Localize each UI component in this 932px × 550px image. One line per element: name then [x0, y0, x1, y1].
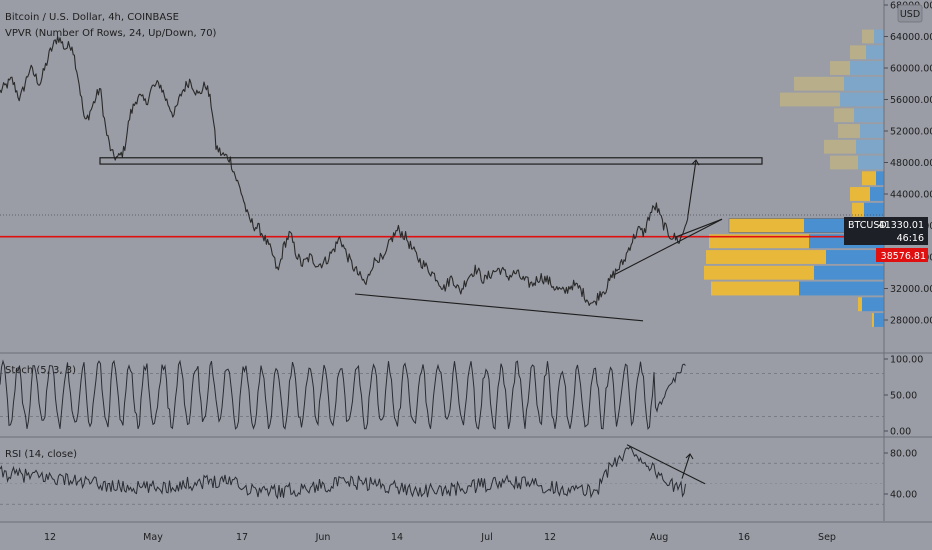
time-axis[interactable]: 12 May 17 Jun 14 Jul 12 Aug 16 Sep	[44, 532, 836, 543]
rsi-axis-tick-label: 80.00	[890, 449, 917, 460]
volume-profile-up-bar	[850, 61, 884, 75]
projection-arrow-head	[691, 159, 700, 166]
stoch-panel[interactable]	[0, 359, 686, 431]
price-axis-tick-label: 28000.00	[890, 316, 932, 327]
symbol-title: Bitcoin / U.S. Dollar, 4h, COINBASE	[5, 12, 179, 23]
volume-profile-down-bar	[830, 155, 858, 170]
volume-profile-up-bar	[866, 45, 884, 60]
volume-profile-down-bar	[850, 45, 866, 60]
volume-profile-up-bar	[826, 250, 884, 264]
volume-profile-up-bar	[840, 92, 884, 107]
last-price-tag-bg	[844, 217, 928, 245]
volume-profile-down-bar	[872, 313, 874, 327]
volume-profile-down-bar	[711, 281, 799, 296]
rsi-axis-tick-label: 40.00	[890, 490, 917, 501]
price-axis-tick-label: 32000.00	[890, 284, 932, 295]
grid-lines	[0, 352, 932, 523]
volume-profile-up-bar	[799, 281, 884, 296]
rsi-arrow-line[interactable]	[681, 453, 691, 479]
time-axis-tick-label: May	[143, 532, 163, 543]
currency-badge-frame	[897, 4, 923, 23]
price-trendline[interactable]	[354, 293, 644, 322]
resistance-zone-box[interactable]	[99, 157, 763, 165]
time-axis-tick-label: Aug	[650, 532, 669, 543]
volume-profile-down-bar	[729, 218, 804, 233]
time-axis-tick-label: 12	[544, 532, 556, 543]
rsi-panel[interactable]	[0, 444, 706, 500]
rsi-indicator-label[interactable]: RSI (14, close)	[5, 449, 77, 460]
volume-profile-up-bar	[860, 124, 884, 138]
price-axis-tick-label: 60000.00	[890, 64, 932, 75]
price-axis-tick-label: 52000.00	[890, 127, 932, 138]
red-line-price-value: 38576.81	[881, 251, 926, 262]
volume-profile-down-bar	[852, 202, 864, 217]
rsi-arrow-head	[685, 453, 694, 460]
rsi-trendline[interactable]	[626, 444, 706, 485]
red-line-price-tag-bg	[876, 248, 928, 262]
stoch-axis-tick-label: 0.00	[890, 427, 911, 438]
projection-arrow-line[interactable]	[687, 160, 697, 216]
volume-profile-up-bar	[862, 297, 884, 312]
volume-profile-up-bar	[864, 202, 884, 217]
stoch-indicator-label[interactable]: Stoch (5, 3, 3)	[5, 365, 76, 376]
volume-profile-down-bar	[704, 265, 814, 280]
last-price-value: 41330.01	[879, 220, 924, 231]
volume-profile-down-bar	[850, 187, 870, 201]
volume-profile-up-bar	[844, 76, 884, 91]
stoch-axis-tick-label: 50.00	[890, 391, 917, 402]
time-axis-tick-label: 17	[236, 532, 248, 543]
time-axis-tick-label: 14	[391, 532, 403, 543]
volume-profile-up-bar	[858, 155, 884, 170]
volume-profile-down-bar	[862, 29, 874, 44]
red-line-price-tag: 38576.81	[876, 248, 928, 262]
volume-profile-down-bar	[709, 234, 809, 249]
volume-profile-down-bar	[706, 250, 826, 264]
price-axis-tick-label: 48000.00	[890, 158, 932, 169]
volume-profile-up-bar	[874, 313, 884, 327]
time-axis-tick-label: Sep	[818, 532, 836, 543]
price-axis-tick-label: 44000.00	[890, 190, 932, 201]
price-trendline[interactable]	[674, 218, 723, 238]
price-trendline[interactable]	[614, 218, 723, 275]
price-axis-tick-label: 64000.00	[890, 32, 932, 43]
stoch-k-line[interactable]	[0, 359, 686, 431]
volume-profile-up-bar	[814, 265, 884, 280]
currency-badge[interactable]: USD	[897, 4, 923, 23]
symbol-tag: BTCUSD	[848, 220, 887, 231]
price-series-line[interactable]	[0, 35, 689, 306]
stoch-axis-tick-label: 100.00	[890, 355, 923, 366]
volume-profile-up-bar	[854, 108, 884, 123]
volume-profile-down-bar	[830, 61, 850, 75]
currency-badge-text: USD	[900, 9, 920, 20]
volume-profile-down-bar	[838, 124, 860, 138]
volume-profile-down-bar	[858, 297, 862, 312]
time-axis-tick-label: Jul	[480, 532, 492, 543]
time-axis-tick-label: 16	[738, 532, 750, 543]
price-axis-tick-label: 56000.00	[890, 95, 932, 106]
countdown-value: 46:16	[897, 233, 924, 244]
volume-profile-up-bar	[874, 29, 884, 44]
last-price-tag: BTCUSD 41330.01 46:16	[844, 217, 928, 245]
volume-profile-up-bar	[870, 187, 884, 201]
volume-profile-down-bar	[824, 139, 856, 154]
volume-profile-down-bar	[780, 92, 840, 107]
volume-profile-down-bar	[834, 108, 854, 123]
time-axis-tick-label: Jun	[315, 532, 331, 543]
volume-profile-up-bar	[856, 139, 884, 154]
volume-profile-up-bar	[876, 171, 884, 186]
rsi-line[interactable]	[0, 445, 686, 500]
price-panel[interactable]	[0, 35, 884, 322]
volume-profile-down-bar	[794, 76, 844, 91]
time-axis-tick-label: 12	[44, 532, 56, 543]
vpvr-indicator-label[interactable]: VPVR (Number Of Rows, 24, Up/Down, 70)	[5, 28, 217, 39]
volume-profile-down-bar	[862, 171, 876, 186]
